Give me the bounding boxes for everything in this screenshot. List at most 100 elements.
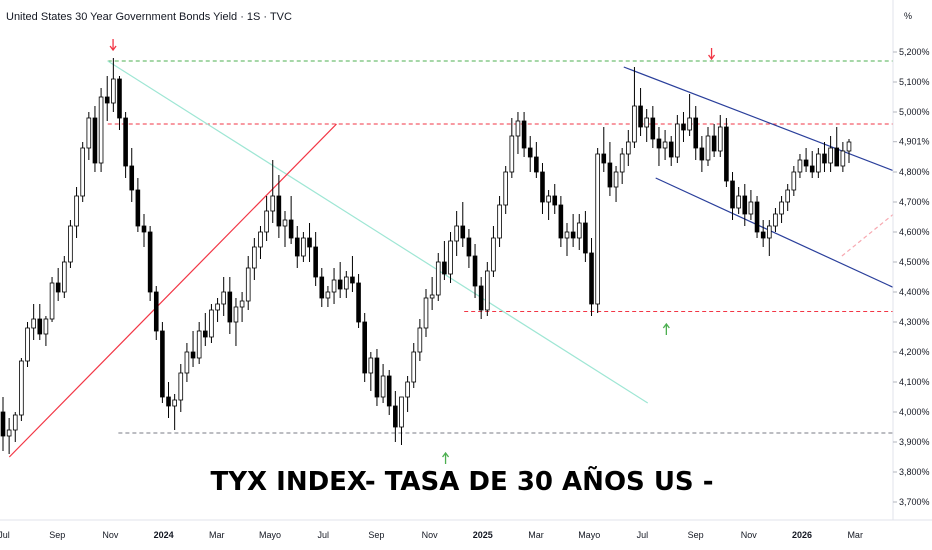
candle-body-down bbox=[356, 282, 361, 323]
x-tick-label: Mar bbox=[209, 530, 225, 540]
candle-body-up bbox=[595, 153, 600, 305]
x-tick-label: Mayo bbox=[259, 530, 281, 540]
candle-body-up bbox=[791, 171, 797, 191]
candle-body-down bbox=[135, 189, 141, 227]
candle bbox=[74, 187, 79, 238]
candle-body-down bbox=[534, 156, 539, 173]
arrow-head bbox=[109, 45, 117, 52]
candle bbox=[834, 127, 840, 167]
x-tick-label: Nov bbox=[422, 530, 439, 540]
x-tick-label: Nov bbox=[102, 530, 119, 540]
x-tick-label: 2026 bbox=[792, 530, 812, 540]
candle bbox=[12, 412, 18, 442]
candle-body-down bbox=[570, 231, 576, 239]
candle bbox=[203, 313, 208, 346]
candle bbox=[55, 268, 61, 301]
candle-body-down bbox=[92, 117, 98, 164]
candle bbox=[736, 187, 741, 214]
candle-body-down bbox=[386, 375, 392, 407]
candle bbox=[86, 112, 92, 160]
candle-body-up bbox=[435, 261, 441, 296]
candle bbox=[705, 127, 711, 166]
candle-body-up bbox=[448, 240, 453, 275]
candle-body-up bbox=[86, 117, 92, 149]
candle bbox=[809, 151, 815, 178]
candle-body-up bbox=[675, 123, 680, 158]
candle bbox=[362, 313, 367, 382]
candle bbox=[153, 286, 159, 340]
candle-body-down bbox=[583, 222, 588, 254]
candle bbox=[184, 343, 190, 382]
candle bbox=[534, 142, 539, 178]
candle bbox=[386, 370, 392, 415]
x-tick-label: 2024 bbox=[154, 530, 174, 540]
candle-body-down bbox=[141, 225, 147, 233]
candle-body-up bbox=[748, 201, 754, 215]
candle-body-up bbox=[245, 267, 251, 302]
y-tick-label: 4,400% bbox=[899, 287, 930, 297]
candle bbox=[748, 190, 754, 220]
y-tick-label: 4,000% bbox=[899, 407, 930, 417]
candle-body-up bbox=[454, 225, 459, 242]
y-tick-label: 4,500% bbox=[899, 257, 930, 267]
y-tick-label: 3,900% bbox=[899, 437, 930, 447]
y-tick-label: 4,800% bbox=[899, 167, 930, 177]
candle bbox=[294, 226, 300, 268]
candle bbox=[681, 112, 686, 142]
candle bbox=[221, 277, 226, 316]
candle-body-down bbox=[521, 120, 527, 149]
candle bbox=[62, 256, 67, 298]
candle bbox=[301, 232, 306, 262]
candle bbox=[773, 208, 778, 232]
chart-title: United States 30 Year Government Bonds Y… bbox=[6, 11, 292, 23]
candle-body-down bbox=[203, 330, 208, 338]
candle-body-down bbox=[822, 153, 827, 164]
candle-body-up bbox=[687, 117, 692, 131]
candle-body-down bbox=[540, 171, 545, 203]
candle bbox=[25, 322, 30, 367]
candle bbox=[6, 418, 12, 454]
candle-body-up bbox=[258, 231, 263, 248]
x-tick-label: Mar bbox=[847, 530, 863, 540]
trendline bbox=[8, 123, 337, 458]
candle bbox=[644, 109, 649, 142]
candle-body-up bbox=[49, 282, 55, 320]
candle-body-down bbox=[374, 357, 380, 398]
candle-body-up bbox=[98, 96, 104, 164]
candle-body-down bbox=[656, 138, 662, 149]
scale-unit-label[interactable]: % bbox=[904, 11, 912, 21]
candle-body-down bbox=[699, 147, 705, 161]
candle-body-up bbox=[270, 195, 276, 212]
candle bbox=[178, 364, 184, 412]
x-tick-label: Sep bbox=[49, 530, 65, 540]
candle-body-up bbox=[515, 120, 521, 137]
candle bbox=[822, 142, 827, 172]
x-tick-label: Nov bbox=[741, 530, 758, 540]
candle bbox=[803, 148, 809, 172]
candle bbox=[129, 148, 135, 202]
candle-body-down bbox=[742, 195, 748, 215]
candle bbox=[160, 322, 165, 403]
candle-body-up bbox=[68, 225, 73, 263]
candle bbox=[607, 142, 613, 196]
candle-body-down bbox=[104, 96, 110, 104]
price-scale-panel[interactable] bbox=[893, 0, 932, 520]
x-tick-label: Jul bbox=[0, 530, 10, 540]
x-tick-label: Sep bbox=[368, 530, 384, 540]
candle-body-up bbox=[178, 372, 184, 401]
candle bbox=[785, 184, 790, 211]
candle bbox=[742, 184, 748, 226]
y-tick-label: 5,200% bbox=[899, 47, 930, 57]
trendline bbox=[107, 60, 649, 404]
candle bbox=[515, 112, 521, 154]
candle-body-down bbox=[558, 204, 564, 239]
candle bbox=[760, 220, 766, 247]
candle-body-up bbox=[344, 276, 349, 290]
price-scale: 5,200% 5,100% 5,000% 4,901% 4,800% 4,700% 4,60… bbox=[893, 47, 930, 507]
candle bbox=[656, 127, 662, 166]
candle-body-up bbox=[785, 189, 790, 203]
candle-body-up bbox=[846, 141, 852, 152]
candle bbox=[190, 331, 196, 367]
y-tick-label: 4,200% bbox=[899, 347, 930, 357]
